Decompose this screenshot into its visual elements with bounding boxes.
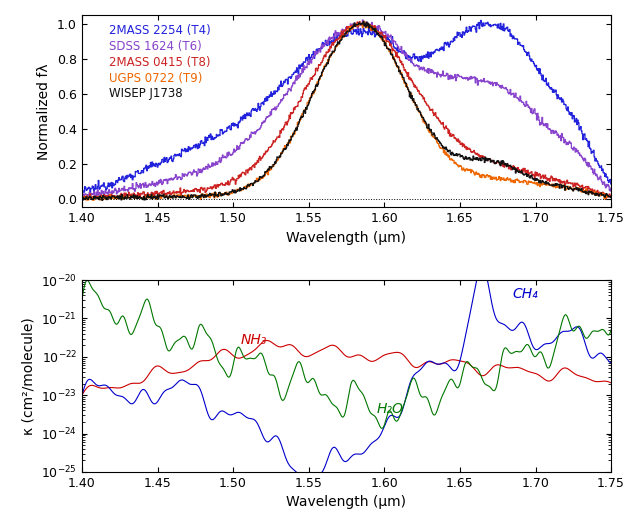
2MASS 2254 (T4) bbox=[477, 17, 484, 24]
2MASS 0415 (T8) bbox=[602, 196, 610, 202]
2MASS 2254 (T4) bbox=[427, 49, 434, 55]
2MASS 0415 (T8) bbox=[556, 176, 563, 183]
Line: 2MASS 2254 (T4): 2MASS 2254 (T4) bbox=[82, 21, 611, 193]
WISEP J1738 bbox=[491, 161, 499, 167]
Line: WISEP J1738: WISEP J1738 bbox=[82, 22, 611, 201]
2MASS 2254 (T4) bbox=[607, 181, 615, 187]
2MASS 0415 (T8) bbox=[78, 191, 86, 198]
Text: CH₄: CH₄ bbox=[513, 287, 539, 301]
SDSS 1624 (T6) bbox=[556, 132, 564, 139]
WISEP J1738 bbox=[427, 126, 435, 132]
2MASS 0415 (T8) bbox=[356, 18, 364, 25]
WISEP J1738 bbox=[78, 195, 86, 202]
Line: UGPS 0722 (T9): UGPS 0722 (T9) bbox=[82, 21, 611, 200]
SDSS 1624 (T6) bbox=[607, 185, 615, 191]
SDSS 1624 (T6) bbox=[209, 160, 216, 166]
UGPS 0722 (T9) bbox=[246, 183, 254, 189]
WISEP J1738 bbox=[98, 198, 106, 204]
WISEP J1738 bbox=[209, 191, 216, 198]
2MASS 0415 (T8) bbox=[427, 107, 434, 113]
2MASS 0415 (T8) bbox=[207, 184, 215, 190]
UGPS 0722 (T9) bbox=[228, 190, 236, 196]
UGPS 0722 (T9) bbox=[360, 18, 368, 24]
Text: H₂O: H₂O bbox=[377, 402, 404, 416]
Y-axis label: Normalized fλ: Normalized fλ bbox=[37, 63, 52, 160]
2MASS 0415 (T8) bbox=[246, 167, 253, 173]
2MASS 2254 (T4) bbox=[228, 121, 236, 127]
SDSS 1624 (T6) bbox=[246, 132, 254, 138]
Line: SDSS 1624 (T6): SDSS 1624 (T6) bbox=[82, 20, 611, 197]
Text: NH₃: NH₃ bbox=[241, 333, 267, 347]
2MASS 0415 (T8) bbox=[227, 176, 235, 183]
Y-axis label: κ (cm²/molecule): κ (cm²/molecule) bbox=[21, 317, 35, 435]
UGPS 0722 (T9) bbox=[427, 129, 435, 135]
2MASS 2254 (T4) bbox=[556, 96, 564, 103]
SDSS 1624 (T6) bbox=[359, 17, 367, 23]
SDSS 1624 (T6) bbox=[92, 194, 100, 200]
UGPS 0722 (T9) bbox=[491, 175, 499, 182]
Legend: 2MASS 2254 (T4), SDSS 1624 (T6), 2MASS 0415 (T8), UGPS 0722 (T9), WISEP J1738: 2MASS 2254 (T4), SDSS 1624 (T6), 2MASS 0… bbox=[88, 22, 213, 103]
SDSS 1624 (T6) bbox=[78, 192, 86, 199]
UGPS 0722 (T9) bbox=[209, 193, 216, 199]
2MASS 2254 (T4) bbox=[209, 133, 216, 140]
WISEP J1738 bbox=[607, 194, 615, 201]
SDSS 1624 (T6) bbox=[491, 80, 499, 86]
X-axis label: Wavelength (μm): Wavelength (μm) bbox=[287, 496, 406, 509]
Line: 2MASS 0415 (T8): 2MASS 0415 (T8) bbox=[82, 22, 611, 199]
WISEP J1738 bbox=[228, 188, 236, 194]
2MASS 2254 (T4) bbox=[90, 190, 98, 196]
SDSS 1624 (T6) bbox=[427, 70, 435, 76]
2MASS 0415 (T8) bbox=[607, 192, 615, 199]
UGPS 0722 (T9) bbox=[607, 194, 615, 200]
X-axis label: Wavelength (μm): Wavelength (μm) bbox=[287, 231, 406, 245]
WISEP J1738 bbox=[246, 182, 254, 188]
2MASS 0415 (T8) bbox=[491, 161, 498, 167]
2MASS 2254 (T4) bbox=[491, 21, 499, 27]
2MASS 2254 (T4) bbox=[246, 112, 254, 119]
SDSS 1624 (T6) bbox=[228, 152, 236, 158]
UGPS 0722 (T9) bbox=[78, 195, 86, 201]
UGPS 0722 (T9) bbox=[90, 197, 98, 203]
WISEP J1738 bbox=[556, 182, 564, 188]
UGPS 0722 (T9) bbox=[556, 185, 564, 191]
2MASS 2254 (T4) bbox=[78, 189, 86, 195]
WISEP J1738 bbox=[360, 18, 367, 25]
